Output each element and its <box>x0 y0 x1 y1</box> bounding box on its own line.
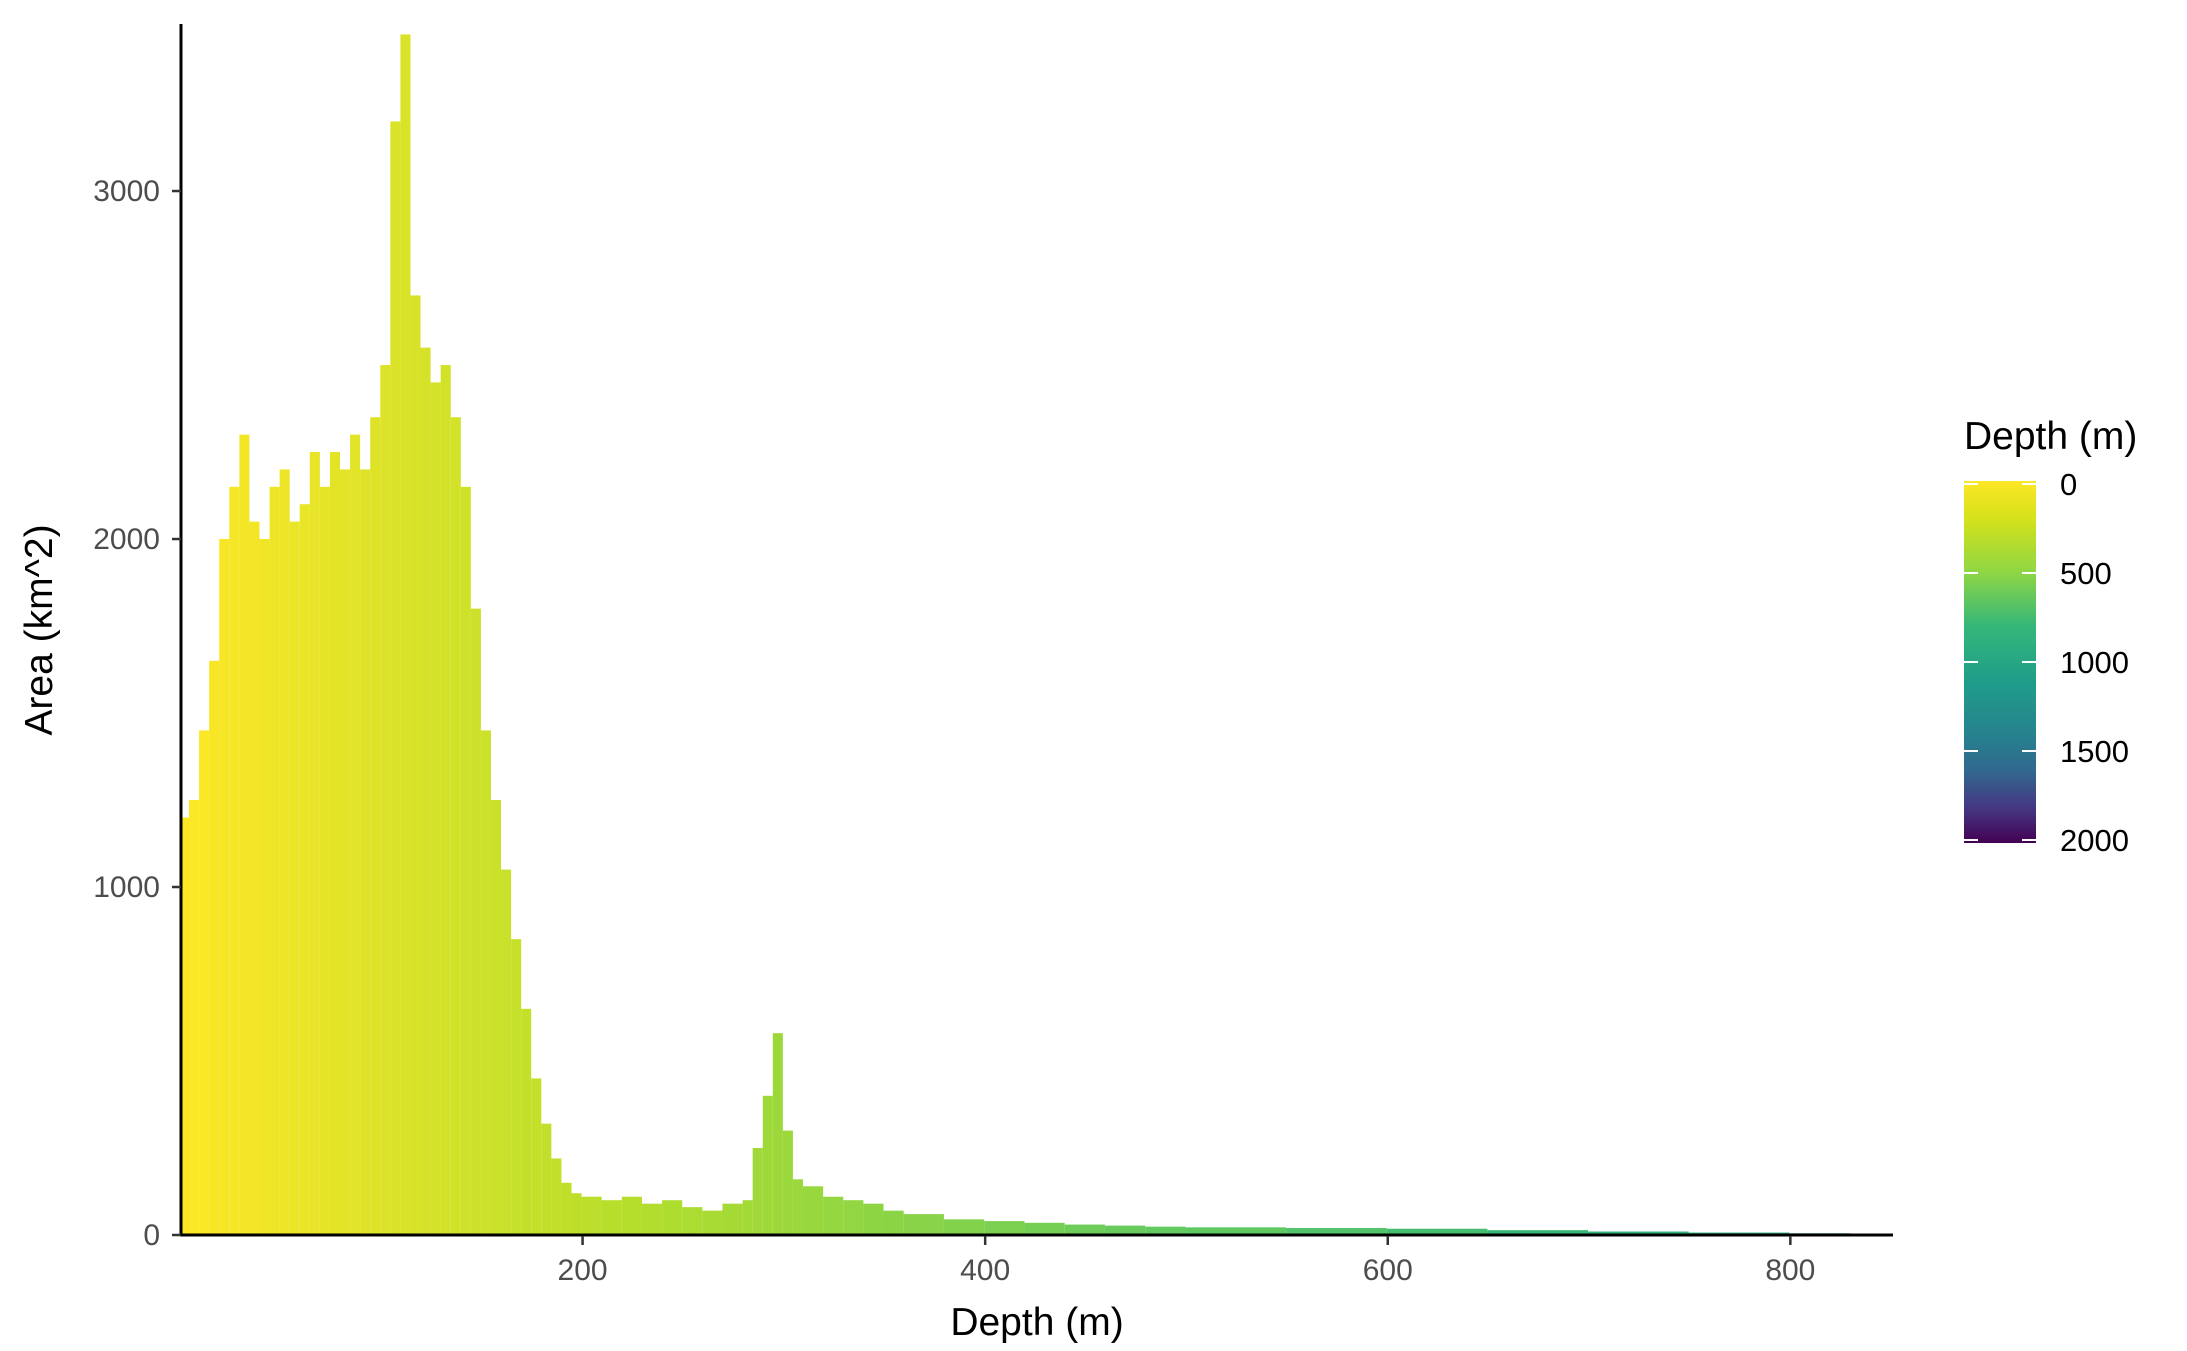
histogram-bar <box>480 730 491 1235</box>
histogram-bar <box>370 417 381 1236</box>
histogram-bar <box>279 469 290 1235</box>
histogram-bar <box>541 1123 552 1235</box>
legend: Depth (m) 0 500 1000 1500 2000 <box>1964 415 2137 858</box>
legend-title: Depth (m) <box>1964 415 2137 458</box>
histogram-bar <box>490 800 502 1235</box>
histogram-bar <box>943 1219 985 1235</box>
histogram-bar <box>863 1203 884 1235</box>
histogram-bar <box>259 539 270 1235</box>
histogram-bar <box>1286 1228 1387 1235</box>
histogram-bar <box>843 1200 864 1235</box>
x-tick-label: 800 <box>1765 1254 1815 1287</box>
histogram-bar <box>299 504 310 1236</box>
histogram-bar <box>803 1186 824 1235</box>
histogram-bar <box>682 1207 703 1235</box>
histogram-bar <box>249 521 260 1235</box>
y-tick-label: 3000 <box>93 175 160 208</box>
histogram-bar <box>460 486 471 1235</box>
y-axis-ticks: 0 1000 2000 3000 <box>93 175 181 1252</box>
histogram-bar <box>380 365 391 1235</box>
histogram-bar <box>1145 1226 1186 1235</box>
histogram-bar <box>340 469 351 1235</box>
x-tick-label: 200 <box>558 1254 608 1287</box>
histogram-bar <box>1588 1231 1689 1235</box>
histogram-bar <box>561 1182 572 1235</box>
histogram-bar <box>450 417 461 1236</box>
histogram-bar <box>1185 1227 1287 1235</box>
histogram-bar <box>1104 1225 1146 1235</box>
histogram-bar <box>269 486 280 1235</box>
histogram-bar <box>883 1210 904 1235</box>
histogram-bar <box>621 1196 642 1235</box>
histogram-bar <box>390 121 401 1236</box>
histogram-bar <box>420 347 431 1235</box>
histogram-bar <box>1386 1228 1488 1235</box>
y-axis-title: Area (km^2) <box>18 524 61 735</box>
y-tick-label: 1000 <box>93 871 160 904</box>
histogram-bar <box>511 939 522 1235</box>
legend-label: 1000 <box>2060 645 2129 680</box>
histogram-bar <box>229 486 240 1235</box>
histogram-bar <box>722 1203 743 1235</box>
histogram-bar <box>903 1214 944 1235</box>
histogram-bar <box>782 1130 793 1235</box>
x-tick-label: 400 <box>960 1254 1010 1287</box>
histogram-bar <box>752 1148 763 1235</box>
legend-label: 1500 <box>2060 734 2129 769</box>
histogram-bar <box>1487 1230 1589 1235</box>
histogram-bar <box>440 365 451 1235</box>
legend-ticks: 0 500 1000 1500 2000 <box>1964 467 2129 858</box>
histogram-bar <box>501 869 512 1235</box>
histogram-bar <box>180 817 190 1235</box>
histogram-bar <box>823 1196 844 1235</box>
histogram-bar <box>742 1200 753 1235</box>
histogram-bar <box>400 34 411 1236</box>
histogram-bar <box>189 800 200 1235</box>
histogram-bar <box>239 434 250 1235</box>
histogram-bar <box>792 1179 803 1235</box>
legend-label: 0 <box>2060 467 2077 502</box>
histogram-bar <box>551 1158 562 1235</box>
histogram-bar <box>410 295 421 1235</box>
histogram-bar <box>531 1078 542 1235</box>
histogram-bar <box>309 452 320 1235</box>
x-axis-ticks: 200 400 600 800 <box>558 1236 1815 1287</box>
x-axis-title: Depth (m) <box>950 1301 1123 1344</box>
y-tick-label: 2000 <box>93 523 160 556</box>
histogram-bar <box>762 1095 773 1235</box>
histogram-bar <box>360 469 371 1235</box>
histogram-bar <box>662 1200 683 1235</box>
histogram-bar <box>319 486 330 1235</box>
histogram-bars <box>180 34 1852 1236</box>
histogram-bar <box>1024 1222 1065 1235</box>
histogram-bar <box>601 1200 622 1235</box>
histogram-bar <box>350 434 361 1235</box>
histogram-bar <box>209 660 220 1235</box>
histogram-bar <box>1064 1224 1105 1235</box>
histogram-bar <box>521 1008 532 1235</box>
y-tick-label: 0 <box>143 1219 160 1252</box>
x-tick-label: 600 <box>1363 1254 1413 1287</box>
histogram-bar <box>702 1210 723 1235</box>
histogram-bar <box>289 521 300 1235</box>
histogram-bar <box>571 1193 582 1235</box>
legend-label: 2000 <box>2060 823 2129 858</box>
histogram-bar <box>984 1221 1025 1235</box>
legend-label: 500 <box>2060 556 2112 591</box>
histogram-bar <box>470 608 481 1235</box>
histogram-bar <box>219 539 230 1235</box>
histogram-bar <box>772 1033 783 1235</box>
histogram-bar <box>430 382 441 1235</box>
histogram-bar <box>641 1203 663 1235</box>
histogram-bar <box>199 730 210 1235</box>
histogram-bar <box>329 452 341 1235</box>
histogram-bar <box>581 1196 602 1235</box>
